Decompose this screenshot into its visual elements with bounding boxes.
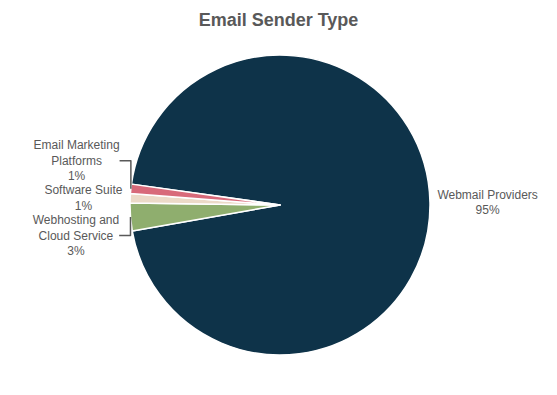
svg-text:Webhosting andCloud Service3%: Webhosting andCloud Service3%	[33, 213, 120, 258]
svg-text:Email MarketingPlatforms1%: Email MarketingPlatforms1%	[34, 138, 120, 183]
svg-text:Webmail Providers95%: Webmail Providers95%	[437, 188, 537, 218]
svg-text:Software Suite1%: Software Suite1%	[44, 183, 122, 213]
svg-text:Email Sender Type: Email Sender Type	[199, 10, 359, 30]
